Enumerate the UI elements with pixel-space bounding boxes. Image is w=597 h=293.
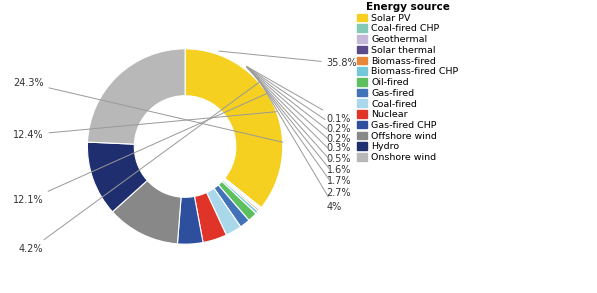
Wedge shape	[195, 193, 226, 243]
Text: 1.6%: 1.6%	[249, 69, 351, 175]
Text: 4%: 4%	[258, 78, 342, 212]
Legend: Solar PV, Coal-fired CHP, Geothermal, Solar thermal, Biomass-fired, Biomass-fire: Solar PV, Coal-fired CHP, Geothermal, So…	[355, 0, 460, 164]
Text: 0.5%: 0.5%	[247, 68, 351, 164]
Wedge shape	[224, 178, 261, 209]
Wedge shape	[224, 178, 261, 208]
Wedge shape	[214, 185, 249, 227]
Wedge shape	[223, 180, 259, 211]
Text: 0.2%: 0.2%	[247, 67, 351, 144]
Wedge shape	[177, 196, 203, 244]
Wedge shape	[88, 49, 185, 144]
Text: 0.1%: 0.1%	[247, 66, 351, 124]
Text: 0.3%: 0.3%	[247, 67, 351, 154]
Text: 12.1%: 12.1%	[13, 93, 267, 205]
Text: 0.2%: 0.2%	[247, 67, 351, 134]
Text: 4.2%: 4.2%	[19, 82, 259, 254]
Wedge shape	[224, 179, 260, 210]
Text: 2.7%: 2.7%	[254, 74, 351, 198]
Wedge shape	[87, 142, 147, 212]
Wedge shape	[222, 180, 258, 214]
Text: 1.7%: 1.7%	[251, 71, 351, 186]
Text: 24.3%: 24.3%	[13, 78, 283, 142]
Text: 35.8%: 35.8%	[219, 51, 358, 69]
Wedge shape	[207, 188, 241, 235]
Wedge shape	[112, 180, 181, 244]
Wedge shape	[185, 49, 283, 208]
Text: 12.4%: 12.4%	[13, 112, 276, 140]
Wedge shape	[219, 181, 256, 220]
